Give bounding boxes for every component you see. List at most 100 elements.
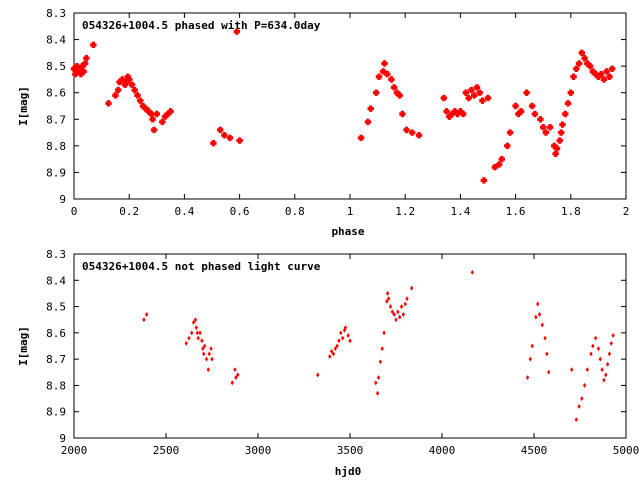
- data-point: [462, 89, 470, 96]
- data-point: [340, 335, 345, 341]
- data-point: [90, 41, 97, 49]
- data-point: [525, 375, 530, 380]
- data-point: [470, 270, 475, 275]
- data-point: [116, 78, 123, 86]
- data-point: [443, 108, 450, 115]
- data-point: [139, 102, 147, 110]
- data-point: [542, 129, 550, 136]
- data-point: [210, 356, 214, 362]
- data-point: [537, 116, 544, 123]
- data-point: [562, 110, 569, 118]
- data-point: [593, 335, 598, 341]
- data-point: [396, 309, 400, 315]
- data-point: [575, 60, 583, 67]
- data-point: [357, 134, 365, 142]
- x-tick-label: 1.6: [506, 205, 526, 218]
- data-point: [190, 330, 194, 336]
- data-point: [194, 325, 199, 330]
- data-point: [515, 110, 522, 118]
- data-point: [459, 110, 467, 118]
- data-point: [396, 92, 403, 99]
- axis-ticks: 0 0.2 0.4 0.6 0.8 1 1.2 1.4 1.6 1.8 2 8.3 8.4 8.5 8.6 8…: [46, 7, 629, 218]
- data-point: [598, 356, 602, 362]
- data-point: [556, 137, 563, 144]
- data-point: [394, 317, 398, 323]
- y-tick-label: 8.7: [46, 353, 66, 366]
- data-point: [454, 110, 461, 118]
- data-point: [331, 351, 336, 357]
- data-point: [473, 84, 481, 91]
- data-point: [376, 375, 381, 380]
- data-point: [528, 356, 532, 362]
- data-point: [390, 84, 398, 91]
- data-point: [504, 142, 511, 150]
- data-point: [202, 351, 206, 357]
- data-point: [373, 89, 380, 96]
- data-point: [329, 348, 334, 354]
- data-point: [491, 163, 499, 171]
- data-point: [131, 86, 138, 94]
- data-point: [577, 404, 581, 409]
- data-point: [479, 97, 486, 104]
- data-point: [384, 70, 391, 78]
- data-point: [523, 89, 530, 96]
- data-point: [536, 301, 540, 307]
- data-point: [468, 86, 475, 94]
- plot-frame: [73, 12, 627, 200]
- phased-light-curve-panel: 054326+1004.5 phased with P=634.0day pha…: [17, 7, 629, 238]
- data-point: [589, 68, 597, 75]
- data-point: [600, 367, 604, 373]
- data-point: [403, 126, 410, 134]
- data-point: [335, 343, 339, 349]
- data-point: [83, 54, 90, 62]
- x-tick-label: 1.4: [450, 205, 470, 218]
- data-point: [230, 380, 234, 386]
- data-point: [408, 129, 416, 136]
- y-tick-label: 8.6: [46, 327, 66, 340]
- data-point: [209, 346, 213, 352]
- data-point: [531, 110, 539, 118]
- data-point: [409, 285, 414, 291]
- y-tick-label: 8.4: [46, 274, 66, 287]
- data-point: [337, 338, 341, 344]
- data-point: [191, 319, 196, 325]
- y-tick-label: 8.8: [46, 379, 66, 392]
- data-point: [128, 81, 136, 88]
- data-point: [105, 100, 112, 107]
- y-tick-label: 8.6: [46, 87, 66, 100]
- data-point: [574, 417, 578, 422]
- data-point: [333, 346, 337, 352]
- chart-title: 054326+1004.5 phased with P=634.0day: [82, 19, 321, 32]
- data-point: [202, 343, 207, 349]
- x-tick-label: 3000: [245, 444, 272, 457]
- data-point: [145, 312, 149, 317]
- data-point: [465, 94, 472, 102]
- data-point: [198, 330, 202, 336]
- data-point: [547, 369, 551, 375]
- x-tick-label: 0.8: [285, 205, 305, 218]
- y-axis-label: I[mag]: [17, 326, 30, 366]
- x-tick-label: 1.8: [561, 205, 581, 218]
- data-point: [79, 62, 86, 70]
- data-point: [551, 142, 558, 150]
- x-tick-label: 3500: [337, 444, 364, 457]
- data-point: [80, 68, 87, 75]
- y-tick-label: 9: [59, 193, 66, 206]
- data-point: [596, 346, 601, 352]
- data-point: [226, 134, 234, 142]
- data-point: [559, 121, 566, 128]
- data-point: [145, 108, 152, 115]
- y-tick-label: 8.8: [46, 140, 66, 153]
- data-point: [73, 62, 80, 70]
- data-point: [604, 372, 608, 378]
- data-point: [348, 338, 352, 344]
- y-tick-label: 8.7: [46, 113, 66, 126]
- data-point: [236, 372, 240, 378]
- data-point: [543, 335, 547, 341]
- data-point: [581, 54, 588, 62]
- data-point: [573, 65, 580, 72]
- data-point: [584, 60, 591, 67]
- data-point: [398, 314, 402, 320]
- x-tick-label: 2500: [153, 444, 180, 457]
